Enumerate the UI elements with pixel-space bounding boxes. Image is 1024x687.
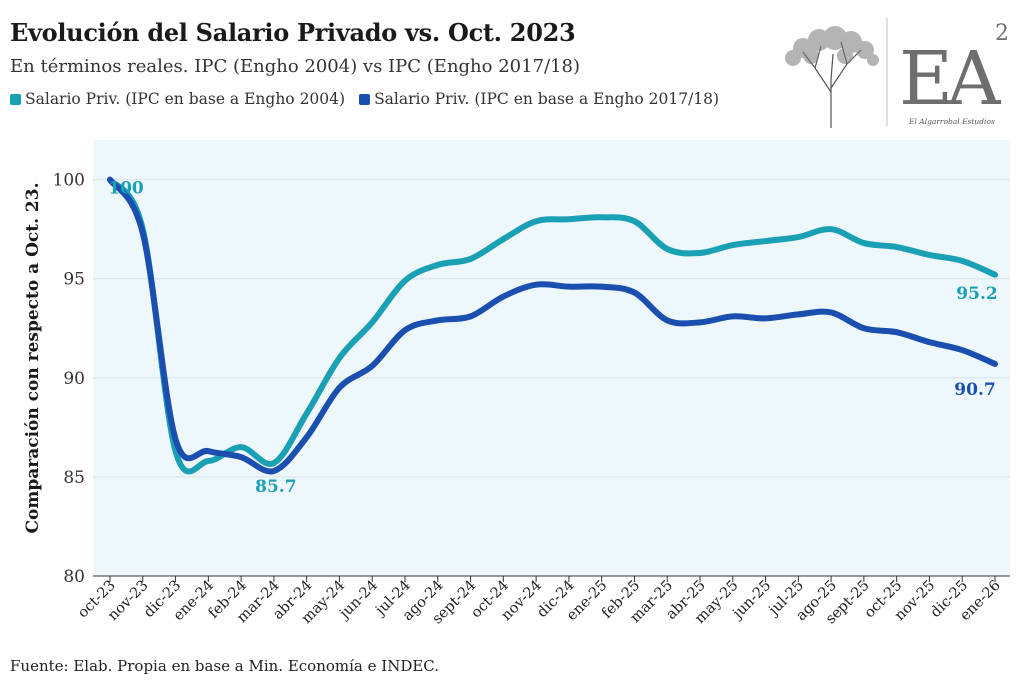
y-axis-label: Comparación con respecto a Oct. 23. [23,183,43,534]
y-tick-label: 80 [63,567,85,587]
y-tick-label: 85 [63,468,85,488]
plot-area [93,140,1010,576]
logo-caption: El Algarrobal Estudios [908,117,995,126]
data-label: 90.7 [954,380,995,400]
brand-logo: EA 2 El Algarrobal Estudios [785,18,1009,128]
legend-swatch-engho-2004 [10,93,21,105]
legend-item-engho-2017[interactable]: Salario Priv. (IPC en base a Engho 2017/… [359,90,719,108]
legend: Salario Priv. (IPC en base a Engho 2004)… [10,90,719,108]
data-label: 85.7 [255,477,296,497]
y-tick-label: 95 [63,270,85,290]
data-label: 100 [108,179,144,199]
y-tick-label: 90 [63,369,85,389]
chart-title: Evolución del Salario Privado vs. Oct. 2… [10,18,576,47]
chart-subtitle: En términos reales. IPC (Engho 2004) vs … [10,56,581,77]
series-line-engho-2017 [107,176,998,475]
logo-mark: EA [899,36,1002,122]
legend-label-engho-2017: Salario Priv. (IPC en base a Engho 2017/… [374,90,720,108]
series-line-engho-2004 [107,176,998,475]
tree-icon [785,26,879,128]
logo-superscript: 2 [995,21,1009,46]
y-tick-label: 100 [53,171,85,191]
legend-label-engho-2004: Salario Priv. (IPC en base a Engho 2004) [25,90,346,108]
legend-item-engho-2004[interactable]: Salario Priv. (IPC en base a Engho 2004) [10,90,345,108]
source-note: Fuente: Elab. Propia en base a Min. Econ… [10,657,440,675]
legend-swatch-engho-2017 [359,93,371,105]
data-label: 95.2 [956,284,997,304]
